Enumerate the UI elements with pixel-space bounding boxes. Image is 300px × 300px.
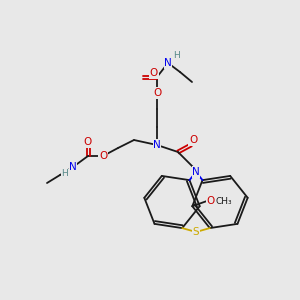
- Text: O: O: [99, 151, 107, 161]
- Text: O: O: [206, 196, 214, 206]
- Text: N: N: [153, 140, 161, 150]
- Text: S: S: [193, 227, 199, 237]
- Text: CH₃: CH₃: [215, 197, 232, 206]
- Text: H: H: [61, 169, 68, 178]
- Text: O: O: [150, 68, 158, 78]
- Text: N: N: [192, 167, 200, 177]
- Text: O: O: [189, 135, 197, 145]
- Text: H: H: [172, 52, 179, 61]
- Text: O: O: [84, 137, 92, 147]
- Text: N: N: [164, 58, 172, 68]
- Text: N: N: [69, 162, 77, 172]
- Text: O: O: [153, 88, 161, 98]
